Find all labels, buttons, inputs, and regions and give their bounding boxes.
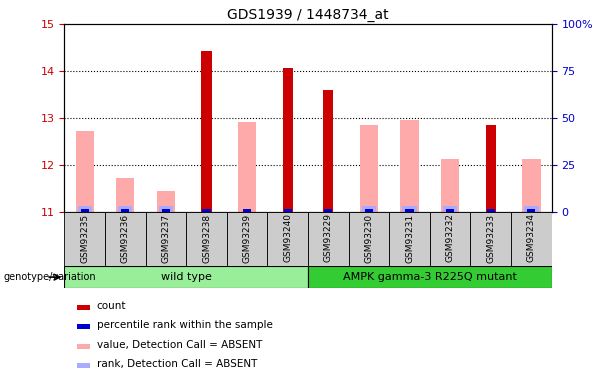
Text: GSM93234: GSM93234 [527, 213, 536, 262]
Bar [527, 209, 536, 212]
Text: GSM93233: GSM93233 [486, 213, 495, 262]
Bar [77, 344, 90, 349]
Text: GSM93230: GSM93230 [365, 213, 373, 262]
Bar [77, 363, 90, 368]
Text: GSM93235: GSM93235 [80, 213, 89, 262]
Text: GSM93238: GSM93238 [202, 213, 211, 262]
Text: AMPK gamma-3 R225Q mutant: AMPK gamma-3 R225Q mutant [343, 272, 517, 282]
Bar [78, 206, 92, 212]
Bar [441, 159, 459, 212]
Text: GSM93229: GSM93229 [324, 213, 333, 262]
Bar [202, 51, 211, 212]
Title: GDS1939 / 1448734_at: GDS1939 / 1448734_at [227, 8, 389, 22]
FancyBboxPatch shape [64, 266, 308, 288]
Text: GSM93240: GSM93240 [283, 213, 292, 262]
FancyBboxPatch shape [308, 266, 552, 288]
FancyBboxPatch shape [511, 212, 552, 266]
Text: GSM93232: GSM93232 [446, 213, 455, 262]
Text: rank, Detection Call = ABSENT: rank, Detection Call = ABSENT [97, 360, 257, 369]
Bar [284, 209, 292, 212]
Bar [446, 209, 454, 212]
Bar [406, 209, 414, 212]
Bar [365, 209, 373, 212]
Text: GSM93236: GSM93236 [121, 213, 130, 262]
Bar [524, 206, 538, 212]
Bar [75, 131, 94, 212]
FancyBboxPatch shape [308, 212, 349, 266]
Bar [116, 178, 134, 212]
Text: GSM93239: GSM93239 [243, 213, 251, 262]
Bar [238, 122, 256, 212]
Bar [485, 125, 496, 212]
Bar [283, 68, 293, 212]
FancyBboxPatch shape [186, 212, 227, 266]
Text: value, Detection Call = ABSENT: value, Detection Call = ABSENT [97, 340, 262, 350]
Bar [157, 191, 175, 212]
Text: percentile rank within the sample: percentile rank within the sample [97, 321, 272, 330]
Text: GSM93231: GSM93231 [405, 213, 414, 262]
Text: wild type: wild type [161, 272, 211, 282]
FancyBboxPatch shape [389, 212, 430, 266]
Bar [77, 324, 90, 329]
FancyBboxPatch shape [146, 212, 186, 266]
Bar [118, 206, 132, 212]
Bar [360, 125, 378, 212]
FancyBboxPatch shape [430, 212, 471, 266]
Bar [522, 159, 541, 212]
Text: GSM93237: GSM93237 [161, 213, 170, 262]
Bar [159, 206, 173, 212]
FancyBboxPatch shape [349, 212, 389, 266]
Bar [324, 209, 332, 212]
Bar [323, 90, 333, 212]
Bar [362, 206, 376, 212]
Text: count: count [97, 301, 126, 311]
Bar [443, 206, 457, 212]
Bar [202, 209, 211, 212]
FancyBboxPatch shape [64, 212, 105, 266]
Bar [121, 209, 129, 212]
Bar [487, 209, 495, 212]
FancyBboxPatch shape [227, 212, 267, 266]
Bar [81, 209, 89, 212]
FancyBboxPatch shape [471, 212, 511, 266]
FancyBboxPatch shape [267, 212, 308, 266]
Bar [403, 206, 417, 212]
Text: genotype/variation: genotype/variation [3, 272, 96, 282]
Bar [162, 209, 170, 212]
FancyBboxPatch shape [105, 212, 146, 266]
Bar [400, 120, 419, 212]
Bar [243, 209, 251, 212]
Bar [77, 304, 90, 310]
